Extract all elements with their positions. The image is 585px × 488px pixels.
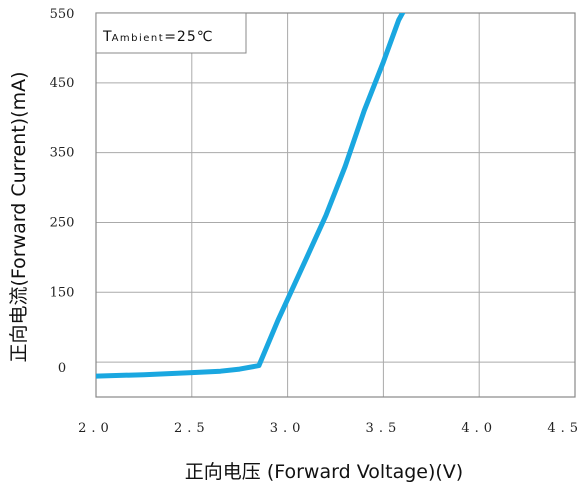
- y-tick-label: 0: [58, 361, 66, 376]
- y-tick-label: 450: [50, 76, 75, 91]
- y-tick-label: 150: [50, 285, 75, 300]
- y-tick-label: 250: [50, 215, 75, 230]
- x-tick-label: 4.0: [461, 421, 497, 436]
- forward-current-curve: [96, 13, 406, 379]
- annotation-sub: Ambient: [112, 33, 165, 44]
- x-tick-label: 4.5: [547, 421, 583, 436]
- y-tick-label: 350: [50, 146, 75, 161]
- x-tick-label: 2.0: [78, 421, 114, 436]
- plot-frame: [95, 12, 576, 398]
- x-tick-label: 3.5: [366, 421, 402, 436]
- svg-text:TAmbient=25℃: TAmbient=25℃: [102, 29, 213, 45]
- annotation-box: [95, 12, 247, 54]
- grid-lines: [96, 13, 575, 397]
- x-axis-ticks: 2.0 2.5 3.0 3.5 4.0 4.5: [78, 421, 583, 436]
- y-axis-label: 正向电流(Forward Current)(mA): [8, 72, 30, 363]
- x-axis-label: 正向电压 (Forward Voltage)(V): [185, 461, 463, 483]
- annotation-main: T: [102, 29, 112, 45]
- x-tick-label: 3.0: [270, 421, 306, 436]
- y-tick-label: 550: [50, 7, 75, 22]
- y-axis-ticks: 0 150 250 350 450 550: [50, 7, 75, 376]
- annotation-rest: =25℃: [164, 29, 213, 45]
- ambient-temperature-annotation: TAmbient=25℃: [95, 12, 247, 54]
- x-tick-label: 2.5: [174, 421, 210, 436]
